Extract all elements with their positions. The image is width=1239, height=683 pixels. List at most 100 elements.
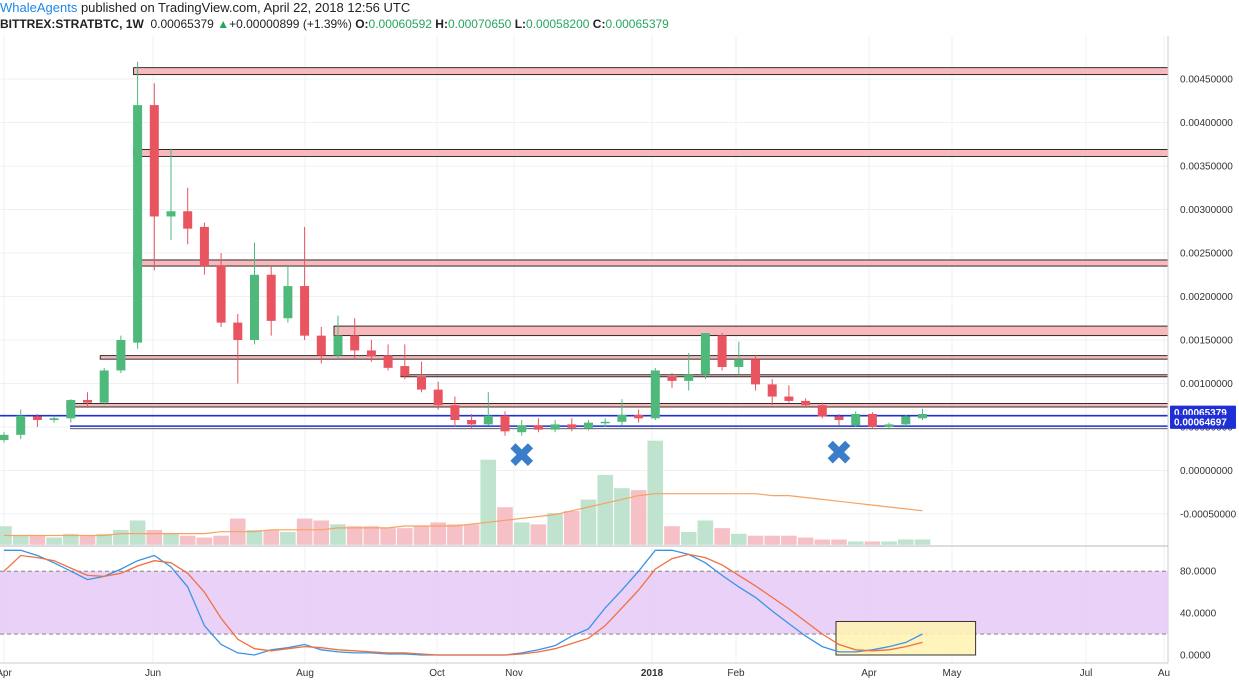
candle xyxy=(667,373,677,388)
time-tick-label: Oct xyxy=(429,668,445,679)
candle-body xyxy=(316,335,326,356)
candle-body xyxy=(667,376,677,381)
volume-bar xyxy=(597,474,614,546)
stoch-tick-label: 80.0000 xyxy=(1180,567,1217,578)
candle xyxy=(884,422,894,429)
close-value: 0.00065379 xyxy=(605,17,669,31)
candle xyxy=(183,187,193,245)
volume-bar xyxy=(830,539,848,546)
volume-bar xyxy=(663,525,681,546)
candle xyxy=(650,367,660,421)
open-label: O: xyxy=(355,17,369,31)
volume-bar xyxy=(613,487,631,546)
candle xyxy=(400,344,410,380)
volume-bar xyxy=(647,440,664,546)
volume-bar xyxy=(463,523,480,546)
volume-bar xyxy=(713,527,731,546)
last-price: 0.00065379 xyxy=(150,17,214,31)
candle xyxy=(32,413,42,427)
volume-bar xyxy=(680,531,697,546)
resistance-zone xyxy=(99,355,1169,360)
price-tag-label: 0.00065379 xyxy=(1174,408,1227,419)
candle xyxy=(467,413,477,429)
candle xyxy=(450,396,460,427)
candle xyxy=(149,83,159,271)
candle xyxy=(199,222,209,275)
candle-body xyxy=(0,434,9,441)
volume-bar xyxy=(263,529,280,546)
price-change: +0.00000899 (+1.39%) xyxy=(229,17,352,31)
candle-body xyxy=(417,376,426,390)
candle xyxy=(283,266,293,323)
volume-bar xyxy=(630,489,647,546)
volume-bar xyxy=(864,541,881,546)
candle-body xyxy=(600,421,610,424)
candle-body xyxy=(467,420,477,425)
price-tick-label: 0.00300000 xyxy=(1180,205,1233,216)
candle xyxy=(918,408,927,421)
candle xyxy=(751,355,760,391)
candle xyxy=(433,381,443,410)
volume-bar xyxy=(847,541,864,546)
candle-body xyxy=(383,355,393,368)
time-tick-label: Apr xyxy=(861,668,877,679)
candle-body xyxy=(834,416,844,421)
candle-body xyxy=(634,414,644,419)
candle xyxy=(834,413,844,426)
resistance-zone xyxy=(66,403,1169,408)
candle-body xyxy=(801,400,811,406)
candle xyxy=(784,385,794,403)
candle-body xyxy=(533,425,543,430)
author-link[interactable]: WhaleAgents xyxy=(0,0,78,15)
candle-body xyxy=(116,340,126,371)
candle xyxy=(584,420,593,431)
price-tick-label: 0.00250000 xyxy=(1180,249,1233,260)
candle xyxy=(550,420,560,433)
resistance-zone xyxy=(133,67,1169,76)
volume-bars xyxy=(0,440,931,546)
candle xyxy=(817,402,827,419)
candle-body xyxy=(300,286,310,336)
resistance-zone xyxy=(133,149,1169,157)
volume-bar xyxy=(246,529,263,546)
volume-bar xyxy=(914,539,931,546)
volume-bar xyxy=(112,529,130,546)
candle-body xyxy=(66,400,76,419)
candle-body xyxy=(133,105,143,343)
grid-lines xyxy=(0,36,1168,663)
volume-bar xyxy=(329,523,347,546)
support-lines xyxy=(0,414,1168,430)
volume-bar xyxy=(346,525,363,546)
candle xyxy=(216,253,226,327)
time-tick-label: Jun xyxy=(145,668,161,679)
candle xyxy=(366,340,376,362)
candle xyxy=(66,399,76,423)
volume-bar xyxy=(530,523,547,546)
resistance-zones xyxy=(66,67,1169,408)
price-tick-label: -0.00050000 xyxy=(1180,510,1237,521)
time-tick-label: Aug xyxy=(296,668,314,679)
candle xyxy=(116,335,126,374)
candle-body xyxy=(684,374,694,381)
volume-bar xyxy=(797,537,814,546)
stoch-d-line xyxy=(3,553,923,656)
candle xyxy=(300,226,310,340)
candle-body xyxy=(99,370,109,403)
high-label: H: xyxy=(435,17,448,31)
volume-bar xyxy=(697,520,714,546)
candle-body xyxy=(16,415,26,435)
volume-bar xyxy=(747,535,764,546)
price-tick-label: 0.00400000 xyxy=(1180,118,1233,129)
price-tick-label: 0.00100000 xyxy=(1180,379,1233,390)
candle-body xyxy=(183,211,193,229)
price-tag: 0.00064697 xyxy=(1170,414,1236,429)
candle-body xyxy=(617,414,627,422)
candle-body xyxy=(366,350,376,357)
candle xyxy=(600,418,610,427)
volume-bar xyxy=(780,535,798,546)
candle xyxy=(250,242,259,345)
volume-bar xyxy=(446,523,464,546)
candle-body xyxy=(550,424,560,430)
x-marker-icon: ✖ xyxy=(507,436,536,476)
